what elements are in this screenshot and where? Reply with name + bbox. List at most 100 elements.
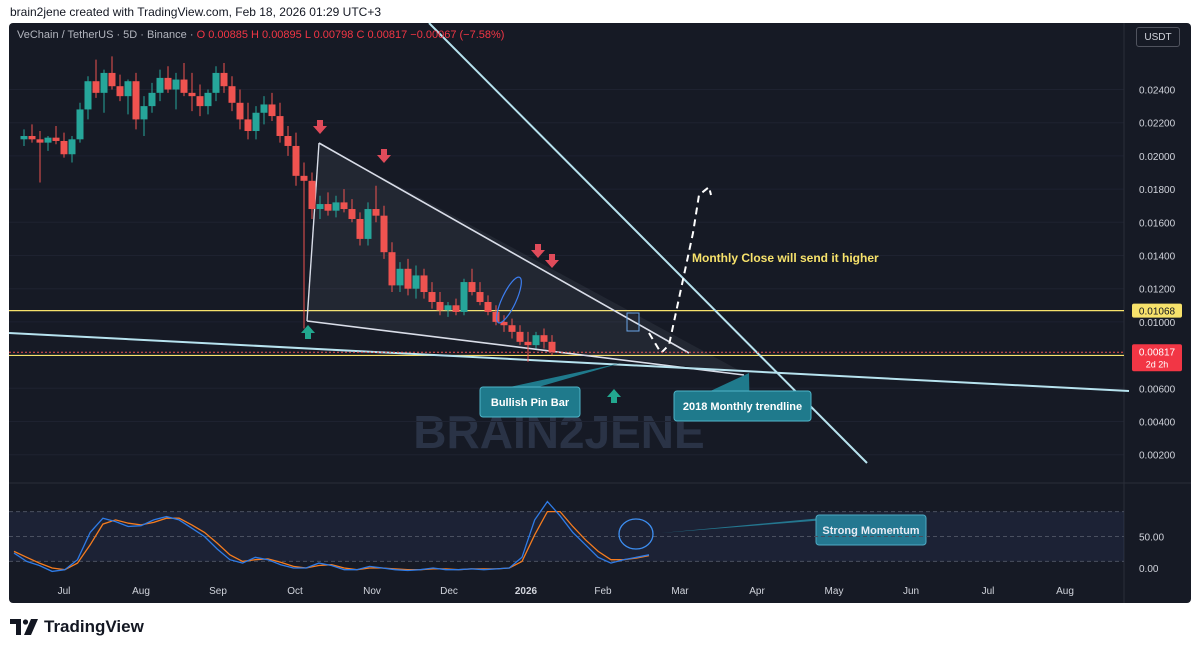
momentum-highlight-ellipse — [618, 518, 654, 550]
time-tick-label: Oct — [287, 586, 303, 597]
time-tick-label: Jun — [903, 586, 919, 597]
callout-text: Bullish Pin Bar — [491, 397, 570, 409]
arrow-head — [545, 260, 559, 268]
candle-body — [468, 282, 476, 293]
candle-body — [492, 311, 500, 322]
candle-body — [236, 102, 244, 120]
candle-body — [396, 268, 404, 286]
candle-body — [284, 135, 292, 146]
candle-body — [244, 119, 252, 132]
candle-body — [276, 116, 284, 136]
arrow-shaft — [535, 244, 541, 250]
tradingview-logo[interactable]: TradingView — [10, 617, 144, 637]
candle-body — [324, 204, 332, 211]
buy-arrow-icon — [607, 389, 621, 403]
candle-body — [188, 92, 196, 97]
candle-body — [268, 104, 276, 117]
candle-body — [436, 301, 444, 311]
time-tick-label: Sep — [209, 586, 227, 597]
callout-box — [815, 514, 927, 546]
legend-change: −0.00067 (−7.58%) — [410, 29, 505, 41]
price-tick-label: 0.01000 — [1139, 318, 1176, 329]
candle-body — [548, 341, 556, 352]
candle-body — [164, 77, 172, 90]
price-tick-label: 0.00200 — [1139, 451, 1176, 462]
price-tick-label: 0.00600 — [1139, 384, 1176, 395]
candle-body — [116, 86, 124, 97]
candle-body — [508, 325, 516, 332]
time-tick-label: May — [825, 586, 844, 597]
candle-body — [172, 79, 180, 90]
candle-body — [44, 137, 52, 143]
candle-body — [140, 106, 148, 120]
legend-low: L 0.00798 — [304, 29, 354, 41]
arrow-head — [377, 155, 391, 163]
arrow-head — [607, 389, 621, 397]
callout-pointer — [505, 363, 621, 388]
arrow-shaft — [317, 120, 323, 126]
sell-arrow-icon — [313, 120, 327, 134]
candle-body — [132, 81, 140, 120]
projection-path — [648, 185, 712, 355]
oscillator-k-line — [13, 500, 650, 573]
price-chart[interactable]: BRAIN2JENE0.024000.022000.020000.018000.… — [9, 23, 1191, 603]
time-tick-label: Jul — [982, 586, 995, 597]
candle-body — [76, 109, 84, 140]
callout-2018-trendline: 2018 Monthly trendline — [673, 373, 812, 422]
callout-box — [479, 386, 581, 418]
highlight-ellipse — [496, 276, 522, 324]
candle-body — [500, 321, 508, 326]
time-tick-label: 2026 — [515, 586, 538, 597]
candle-body — [364, 209, 372, 239]
candle-body — [92, 81, 100, 93]
candle-body — [532, 335, 540, 346]
candle-body — [516, 331, 524, 342]
candle-body — [252, 112, 260, 132]
sell-arrow-icon — [377, 149, 391, 163]
candle-body — [412, 275, 420, 289]
sell-arrow-icon — [545, 254, 559, 268]
candle-body — [388, 252, 396, 286]
time-tick-label: Aug — [132, 586, 150, 597]
candle-body — [452, 305, 460, 312]
candle-body — [332, 202, 340, 211]
legend-close: C 0.00817 — [356, 29, 408, 41]
candle-body — [124, 81, 132, 97]
legend-symbol: VeChain / TetherUS · 5D · Binance — [17, 29, 187, 41]
candle-body — [108, 72, 116, 87]
callout-pointer — [708, 373, 750, 392]
candle-body — [404, 268, 412, 289]
footer-brand: TradingView — [44, 617, 144, 636]
candle-body — [196, 96, 204, 107]
price-tick-label: 0.02200 — [1139, 119, 1176, 130]
candle-body — [540, 335, 548, 342]
arrow-shaft — [381, 149, 387, 155]
sell-arrow-icon — [531, 244, 545, 258]
time-tick-label: Mar — [671, 586, 689, 597]
candle-body — [308, 180, 316, 210]
falling-wedge-area — [307, 143, 744, 373]
candle-body — [228, 86, 236, 103]
currency-button[interactable]: USDT — [1136, 27, 1180, 47]
candle-body — [36, 139, 44, 143]
monthly-trendline — [9, 332, 1130, 392]
chart-panel[interactable]: BRAIN2JENE 0.02400 0.02200 0.02000 0.01800 0.… — [9, 23, 1191, 603]
candle-body — [444, 305, 452, 311]
candle-body — [20, 135, 28, 140]
time-tick-label: Aug — [1056, 586, 1074, 597]
candle-body — [68, 139, 76, 155]
arrow-head — [301, 325, 315, 333]
candle-body — [52, 137, 60, 141]
price-tick-label: 0.01200 — [1139, 285, 1176, 296]
candle-body — [484, 301, 492, 312]
arrow-shaft — [549, 254, 555, 260]
arrow-shaft — [611, 397, 617, 403]
price-tick-label: 0.00400 — [1139, 418, 1176, 429]
buy-arrow-icon — [301, 325, 315, 339]
arrow-shaft — [305, 333, 311, 339]
callout-bullish-pin-bar: Bullish Pin Bar — [479, 363, 621, 418]
candle-body — [28, 135, 36, 140]
last-price-label: 0.00817 — [1139, 347, 1176, 358]
oscillator-tick-label: 50.00 — [1139, 533, 1164, 544]
price-tick-label: 0.01600 — [1139, 218, 1176, 229]
